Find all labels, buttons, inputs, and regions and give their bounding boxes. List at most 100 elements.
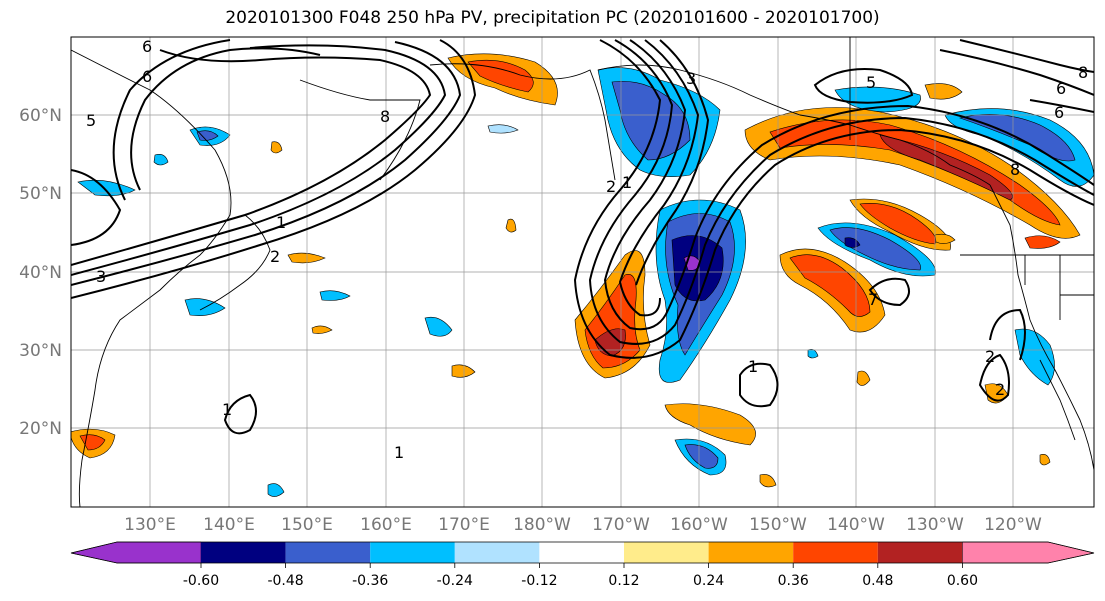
contour-label: 6 <box>142 37 152 56</box>
precip-blob <box>196 130 219 141</box>
asia-coast <box>71 49 232 507</box>
contour-label: 2 <box>606 177 616 196</box>
colorbar-seg-1 <box>201 542 286 563</box>
pv-contour <box>573 39 1094 359</box>
precip-blob <box>311 325 333 334</box>
pv-contour <box>618 39 700 317</box>
pv-contour <box>112 39 231 201</box>
precip-blob <box>769 119 1061 226</box>
state-lines <box>1024 255 1094 320</box>
precip-blob <box>924 83 963 100</box>
lon-label: 180°W <box>513 515 571 535</box>
lat-label: 50°N <box>19 184 62 204</box>
lon-label: 160°E <box>360 515 412 535</box>
precip-blob <box>467 59 534 93</box>
lon-label: 170°E <box>438 515 490 535</box>
colorbar-seg-5 <box>539 542 624 563</box>
pv-contour <box>868 277 910 307</box>
pv-contour <box>71 44 447 276</box>
colorbar-seg-10 <box>962 541 1095 564</box>
baja-coast <box>1039 359 1076 441</box>
contour-label: 2 <box>995 380 1005 399</box>
lon-label: 130°E <box>124 515 176 535</box>
precip-blob <box>270 141 283 154</box>
colorbar-outline <box>70 541 1095 564</box>
pv-contour <box>959 39 1094 73</box>
pv-contour <box>71 41 462 286</box>
pv-contour <box>71 39 477 299</box>
colorbar-label: -0.48 <box>267 573 303 589</box>
precip-blob <box>267 483 285 497</box>
contour-label: 1 <box>276 213 286 232</box>
lat-label: 30°N <box>19 341 62 361</box>
contour-label: 1 <box>622 173 632 192</box>
map-title: 2020101300 F048 250 hPa PV, precipitatio… <box>225 8 880 28</box>
bering-coast <box>429 63 616 181</box>
lat-label: 40°N <box>19 263 62 283</box>
contour-label: 3 <box>96 267 106 286</box>
colorbar-label: 0.24 <box>693 573 724 589</box>
lon-axis: 130°E 140°E 150°E 160°E 170°E 180°W 170°… <box>124 515 1042 535</box>
alaska-coast <box>597 64 991 186</box>
contour-label: 6 <box>142 67 152 86</box>
colorbar-label: 0.36 <box>778 573 809 589</box>
contour-label: 1 <box>222 400 232 419</box>
precip-blob <box>759 474 777 488</box>
pv-contour <box>813 68 914 104</box>
nw-america-coast <box>989 184 1094 471</box>
precip-blob <box>287 252 326 264</box>
precip-blob <box>789 254 871 317</box>
precip-blob <box>934 233 956 244</box>
pv-contour <box>739 362 779 408</box>
contour-label: 8 <box>1010 160 1020 179</box>
colorbar-label: -0.24 <box>437 573 473 589</box>
contour-label: 6 <box>1056 79 1066 98</box>
colorbar-seg-4 <box>454 542 540 563</box>
precip-blob <box>1039 454 1051 466</box>
lon-label: 130°W <box>906 515 964 535</box>
precip-blob <box>319 290 351 301</box>
colorbar-label: -0.12 <box>521 573 557 589</box>
lat-label: 20°N <box>19 419 62 439</box>
precip-blob <box>451 364 476 378</box>
precip-blob <box>487 124 519 134</box>
precip-blob <box>505 218 517 233</box>
kamchatka-coast <box>299 79 421 181</box>
precip-blob <box>1024 235 1061 249</box>
coastlines <box>71 37 1094 507</box>
lon-label: 140°W <box>827 515 885 535</box>
colorbar-seg-0 <box>70 541 202 564</box>
lon-label: 140°E <box>203 515 255 535</box>
contour-label: 5 <box>86 111 96 130</box>
colorbar-seg-9 <box>877 542 963 563</box>
contour-label: 8 <box>380 107 390 126</box>
colorbar-seg-7 <box>708 542 794 563</box>
pv-contour <box>1029 99 1094 113</box>
pv-contour <box>223 393 257 435</box>
pv-contour <box>603 39 1094 331</box>
contour-label: 1 <box>394 443 404 462</box>
colorbar-seg-3 <box>370 542 455 563</box>
pv-contour <box>71 169 122 246</box>
contour-label: 6 <box>1054 103 1064 122</box>
pv-contour <box>978 353 1010 402</box>
pv-contour <box>939 49 1094 96</box>
precip-blob <box>807 348 819 359</box>
colorbar-seg-2 <box>285 542 371 563</box>
colorbar-label: 0.48 <box>862 573 893 589</box>
pv-contour <box>989 308 1026 361</box>
colorbar: -0.60 -0.48 -0.36 -0.24 -0.12 0.12 0.24 … <box>70 541 1095 589</box>
contour-label: 5 <box>866 73 876 92</box>
contour-label: 3 <box>686 69 696 88</box>
lat-axis: 60°N 50°N 40°N 30°N 20°N <box>19 106 62 439</box>
precip-blob <box>424 316 453 337</box>
japan-coast <box>199 214 271 311</box>
lon-label: 150°E <box>281 515 333 535</box>
lon-label: 150°W <box>749 515 807 535</box>
colorbar-label: -0.36 <box>352 573 388 589</box>
precip-blob <box>664 403 756 446</box>
gridlines <box>71 37 1094 507</box>
map-frame <box>70 36 1095 508</box>
contour-label: 1 <box>748 357 758 376</box>
